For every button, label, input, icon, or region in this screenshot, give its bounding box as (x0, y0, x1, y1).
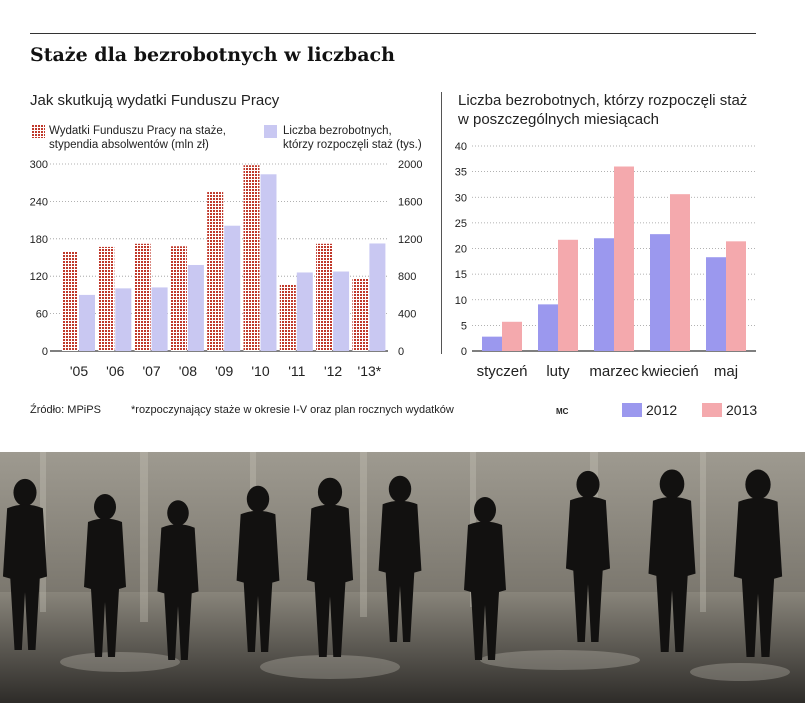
legend-2012-label: 2012 (646, 402, 678, 418)
y-tick-label: 10 (455, 295, 467, 307)
bar-expenses (279, 284, 296, 351)
y-right-tick-label: 800 (398, 271, 416, 283)
x-tick-label: '06 (106, 363, 124, 379)
x-tick-label: '05 (70, 363, 88, 379)
bar-2012 (650, 234, 670, 351)
bar-unemployed (224, 225, 241, 351)
source-note: Źródło: MPiPS (30, 404, 101, 416)
bar-expenses (62, 251, 78, 351)
y-tick-label: 25 (455, 218, 467, 230)
x-tick-label: '13* (358, 363, 382, 379)
bar-2013 (502, 321, 522, 351)
author-initials: MC (556, 407, 569, 416)
x-tick-label: marzec (589, 363, 639, 380)
x-tick-label: '07 (142, 363, 160, 379)
bar-2012 (706, 257, 726, 351)
footnote: *rozpoczynający staże w okresie I-V oraz… (131, 404, 454, 416)
legend-2013-swatch (702, 403, 722, 417)
y-right-tick-label: 0 (398, 346, 404, 358)
bar-expenses (98, 246, 115, 351)
bar-2012 (594, 238, 614, 351)
top-rule (30, 33, 756, 34)
queue-photo (0, 452, 805, 703)
bar-2013 (558, 239, 578, 351)
y-left-tick-label: 180 (30, 234, 48, 246)
legend-2012-swatch (622, 403, 642, 417)
x-tick-label: '10 (251, 363, 269, 379)
legend-expenses-line2: stypendia absolwentów (mln zł) (49, 139, 209, 151)
bar-unemployed (333, 271, 350, 351)
left-bar-chart: 0 60 120 180 240 300 0 400 800 1200 1600 2000 '05 '06… (30, 159, 423, 379)
legend-expenses: Wydatki Funduszu Pracy na staże, stypend… (49, 124, 226, 152)
bar-expenses (134, 243, 151, 351)
bar-unemployed (151, 287, 168, 351)
bar-unemployed (187, 264, 204, 351)
right-subtitle-line2: w poszczególnych miesiącach (458, 111, 659, 128)
x-tick-label: '12 (324, 363, 342, 379)
y-right-tick-label: 1600 (398, 196, 422, 208)
bar-2013 (614, 166, 634, 351)
y-left-tick-label: 60 (36, 309, 48, 321)
bar-expenses (207, 192, 224, 351)
x-tick-label: maj (714, 363, 738, 380)
bar-expenses (352, 278, 369, 351)
y-right-tick-label: 400 (398, 309, 416, 321)
chart-separator (441, 92, 442, 354)
x-tick-label: '11 (288, 363, 305, 379)
bar-expenses (170, 246, 187, 351)
y-tick-label: 20 (455, 244, 467, 256)
bar-unemployed (296, 272, 313, 351)
bar-unemployed (369, 243, 386, 351)
bar-unemployed (260, 174, 277, 351)
y-tick-label: 40 (455, 141, 467, 153)
x-tick-label: styczeń (477, 363, 528, 380)
legend-dotted-swatch (32, 125, 45, 138)
legend-unemployed-line2: którzy rozpoczęli staż (tys.) (283, 139, 422, 151)
page-title: Staże dla bezrobotnych w liczbach (30, 44, 395, 66)
bar-2013 (726, 241, 746, 351)
x-tick-label: '09 (215, 363, 233, 379)
y-tick-label: 15 (455, 269, 467, 281)
bar-expenses (316, 243, 333, 351)
legend-expenses-line1: Wydatki Funduszu Pracy na staże, (49, 125, 226, 137)
bar-2012 (538, 304, 558, 351)
left-chart-subtitle: Jak skutkują wydatki Funduszu Pracy (30, 92, 280, 109)
bar-expenses (243, 165, 260, 351)
bar-unemployed (79, 294, 95, 351)
y-left-tick-label: 240 (30, 196, 48, 208)
y-left-tick-label: 120 (30, 271, 48, 283)
y-tick-label: 0 (461, 346, 467, 358)
legend-2013-label: 2013 (726, 402, 758, 418)
legend-unemployed: Liczba bezrobotnych, którzy rozpoczęli s… (283, 124, 422, 152)
y-left-tick-label: 300 (30, 159, 48, 171)
right-chart-subtitle: Liczba bezrobotnych, którzy rozpoczęli s… (458, 91, 747, 129)
legend-lavender-swatch (264, 125, 277, 138)
y-right-tick-label: 1200 (398, 234, 422, 246)
bar-2013 (670, 194, 690, 351)
bar-unemployed (115, 288, 132, 351)
y-tick-label: 5 (461, 320, 467, 332)
y-right-tick-label: 2000 (398, 159, 422, 171)
x-tick-label: luty (546, 363, 570, 380)
x-tick-label: kwiecień (641, 363, 699, 380)
bar-2012 (482, 336, 502, 351)
right-subtitle-line1: Liczba bezrobotnych, którzy rozpoczęli s… (458, 92, 748, 109)
y-tick-label: 30 (455, 192, 467, 204)
x-tick-label: '08 (179, 363, 197, 379)
y-tick-label: 35 (455, 167, 467, 179)
right-bar-chart: 0 5 10 15 20 25 30 35 40 styczeń luty marzec kwiecie… (455, 141, 756, 380)
y-left-tick-label: 0 (42, 346, 48, 358)
legend-unemployed-line1: Liczba bezrobotnych, (283, 125, 392, 137)
